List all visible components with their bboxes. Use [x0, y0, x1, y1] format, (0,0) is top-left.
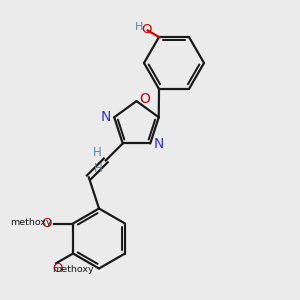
Text: N: N — [153, 137, 164, 151]
Text: H: H — [92, 146, 101, 158]
Text: methoxy: methoxy — [52, 265, 94, 274]
Text: O: O — [52, 262, 63, 275]
Text: O: O — [139, 92, 150, 106]
Text: H: H — [135, 22, 143, 32]
Text: methoxy: methoxy — [11, 218, 52, 227]
Text: H: H — [93, 163, 102, 176]
Text: N: N — [101, 110, 111, 124]
Text: O: O — [42, 217, 52, 230]
Text: O: O — [141, 23, 151, 36]
